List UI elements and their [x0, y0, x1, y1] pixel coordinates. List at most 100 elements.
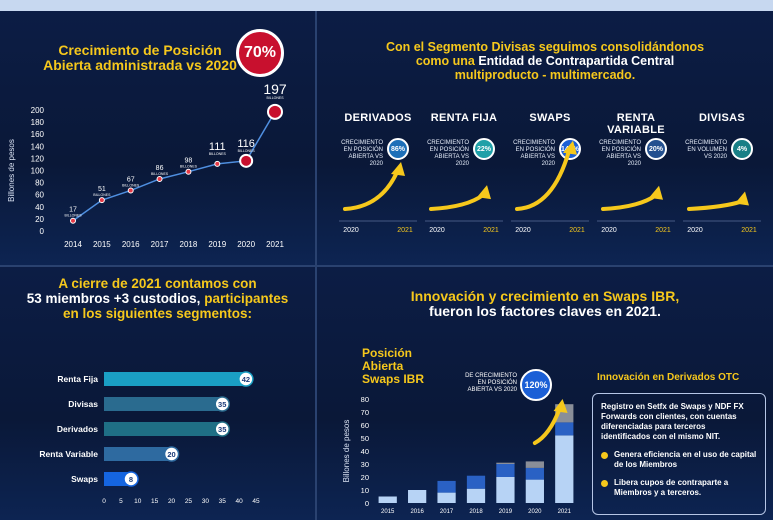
segment-caption: CRECIMIENTO EN VOLUMEN VS 2020 [681, 140, 727, 161]
segment-growth-badge: 22% [473, 138, 495, 160]
x-tick-label: 2014 [64, 240, 82, 249]
y-tick-label: 100 [31, 167, 45, 176]
x-tick-label: 2021 [558, 509, 572, 515]
swaps-growth-badge: 120% [520, 369, 552, 401]
title-line: multiproducto - multimercado. [454, 67, 636, 82]
arrow-head-icon [391, 162, 405, 177]
x-tick-label: 35 [219, 498, 227, 505]
bullet-dot-icon [601, 452, 608, 459]
bar-value-label: 20 [167, 450, 175, 459]
x-tick-label: 30 [202, 498, 210, 505]
caption-line: ABIERTA VS 2020 [348, 153, 383, 167]
stacked-bar-segment [496, 477, 515, 503]
segment-card: RENTA FIJA CRECIMIENTO EN POSICIÓN ABIERTA … [421, 11, 507, 265]
segments-panel: Con el Segmento Divisas seguimos consoli… [317, 11, 773, 265]
year-from-label: 2020 [515, 227, 531, 234]
stacked-bar-segment [525, 467, 544, 480]
caption-line: EN POSICIÓN [515, 146, 555, 153]
y-tick-label: 40 [35, 203, 44, 212]
x-tick-label: 5 [119, 498, 123, 505]
x-tick-label: 2016 [122, 240, 140, 249]
swaps-subtitle: Posición Abierta Swaps IBR [362, 346, 424, 387]
title-part: 53 miembros +3 custodios, [26, 290, 205, 306]
caption-line: EN VOLUMEN [687, 146, 727, 153]
bar-value-label: 8 [129, 475, 133, 484]
bar [104, 397, 223, 411]
y-tick-label: 20 [35, 215, 44, 224]
x-tick-label: 2021 [266, 240, 284, 249]
bar [104, 372, 246, 386]
year-to-label: 2021 [569, 227, 585, 234]
data-unit-label: BILLONES [238, 149, 256, 153]
otc-bullet: Genera eficiencia en el uso de capital d… [601, 450, 757, 470]
caption-line: ABIERTA VS 2020 [434, 153, 469, 167]
data-unit-label: BILLONES [266, 96, 284, 100]
y-tick-label: 50 [361, 434, 369, 443]
data-label: 98 [185, 158, 193, 165]
bar-value-label: 42 [242, 375, 250, 384]
year-to-label: 2021 [741, 227, 757, 234]
caption-line: ABIERTA VS 2020 [467, 387, 517, 394]
open-position-line-chart: 0 20 40 60 80 100 120 140 160 180 200 Billones de p… [7, 81, 287, 249]
title-line: Crecimiento de Posición [58, 42, 222, 58]
caption-line: ABIERTA VS 2020 [606, 153, 641, 167]
growth-arrow-icon [687, 199, 743, 211]
segment-card: DERIVADOS CRECIMIENTO EN POSICIÓN ABIERTA V… [335, 11, 421, 265]
growth-arrow-icon [429, 193, 485, 211]
caption-line: VS 2020 [703, 153, 727, 160]
year-from-label: 2020 [429, 227, 445, 234]
x-tick-label: 2018 [180, 240, 198, 249]
data-unit-label: BILLONES [64, 214, 82, 218]
x-tick-label: 2016 [410, 509, 424, 515]
stacked-bar-segment [466, 475, 486, 489]
bar [104, 422, 223, 436]
title-line: fueron los factores claves en 2021. [429, 303, 661, 320]
growth-arrow-icon [601, 193, 657, 211]
segment-card: RENTA VARIABLE CRECIMIENTO EN POSICIÓN ABIE… [593, 11, 679, 265]
y-tick-label: 80 [35, 179, 44, 188]
year-to-label: 2021 [397, 227, 413, 234]
stacked-bar-segment [437, 480, 456, 493]
y-tick-label: 10 [361, 486, 369, 495]
y-tick-label: 60 [361, 421, 369, 430]
bar-category-label: Renta Variable [39, 449, 98, 459]
x-tick-label: 2020 [528, 509, 542, 515]
title-line: 53 miembros +3 custodios, participantes [10, 290, 305, 307]
arrow-head-icon [553, 399, 568, 413]
x-tick-label: 2017 [151, 240, 169, 249]
y-tick-label: 30 [361, 460, 369, 469]
x-tick-label: 2020 [237, 240, 255, 249]
segment-name: RENTA VARIABLE [607, 112, 665, 136]
growth-arrow-icon [532, 407, 562, 445]
segment-growth-arrow-chart: 2020 2021 [597, 185, 675, 234]
bullet-text: Libera cupos de contraparte a Miembros y… [614, 478, 729, 497]
segment-name: DIVISAS [698, 112, 746, 124]
swaps-panel: Innovación y crecimiento en Swaps IBR, f… [317, 267, 773, 520]
bar-value-label: 35 [218, 425, 226, 434]
x-tick-label: 25 [185, 498, 193, 505]
bar-value-label: 35 [218, 400, 226, 409]
caption-line: EN POSICIÓN [601, 146, 641, 153]
bullet-text: Genera eficiencia en el uso de capital d… [614, 450, 757, 469]
data-label: 86 [156, 165, 164, 172]
swaps-growth-caption: DE CRECIMIENTO EN POSICIÓN ABIERTA VS 20… [457, 373, 517, 395]
x-tick-label: 20 [168, 498, 176, 505]
year-from-label: 2020 [343, 227, 359, 234]
y-tick-label: 0 [365, 499, 369, 508]
segment-growth-arrow-chart: 2020 2021 [683, 191, 761, 234]
bar-category-label: Renta Fija [57, 374, 98, 384]
caption-line: DE CRECIMIENTO [465, 373, 517, 379]
caption-line: EN POSICIÓN [429, 146, 469, 153]
x-tick-label: 2015 [381, 509, 395, 515]
bar-end-marker [123, 471, 139, 487]
title-part-highlight: Entidad de Contrapartida Central [478, 53, 675, 68]
subtitle-line: Abierta [362, 359, 404, 374]
bar-end-marker [238, 371, 254, 387]
data-label: 17 [69, 207, 77, 214]
bar-end-marker [163, 446, 180, 462]
otc-box: Registro en Setfx de Swaps y NDF FX Forw… [592, 393, 766, 515]
open-position-panel: Crecimiento de Posición Abierta administ… [0, 11, 315, 265]
x-tick-label: 0 [102, 498, 106, 505]
segment-caption: CRECIMIENTO EN POSICIÓN ABIERTA VS 2020 [337, 140, 383, 168]
bar [104, 447, 172, 461]
